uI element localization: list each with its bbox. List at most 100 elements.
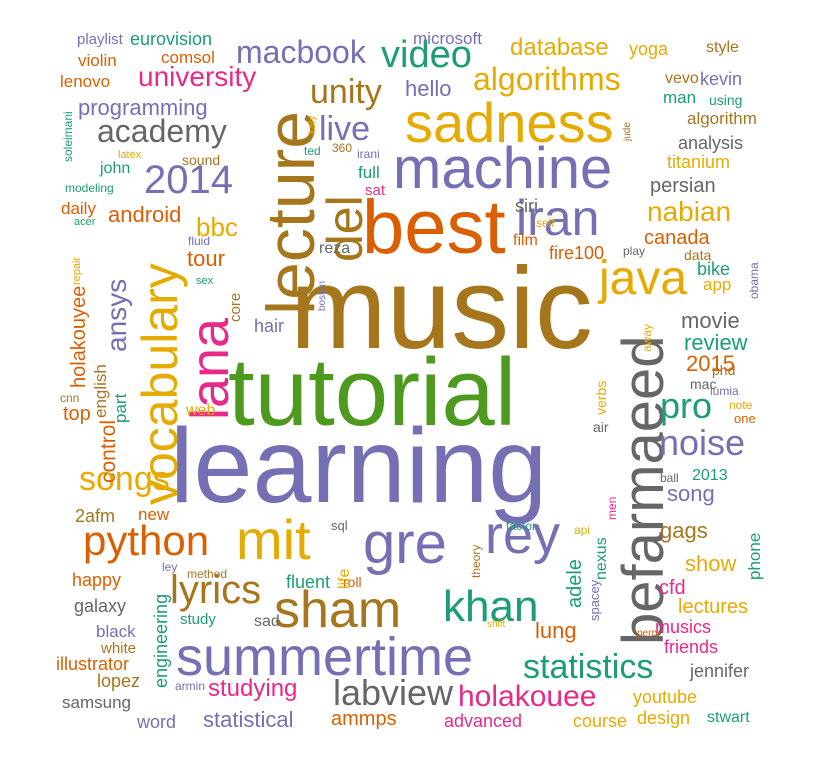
cloud-word: verbs [593, 380, 609, 415]
cloud-word: comsol [161, 48, 215, 67]
cloud-word: samsung [62, 693, 131, 712]
cloud-word: sql [331, 518, 348, 533]
cloud-word: persian [650, 175, 716, 197]
cloud-word: john [100, 160, 131, 177]
cloud-word: ansys [101, 278, 132, 352]
cloud-word: nexus [593, 537, 610, 580]
cloud-word: musics [655, 617, 712, 637]
cloud-word: engineering [151, 593, 171, 688]
cloud-word: ammps [331, 708, 397, 730]
cloud-word: unity [310, 73, 382, 111]
cloud-word: academy [97, 113, 227, 149]
cloud-word: siri [515, 196, 538, 216]
cloud-word: microsoft [413, 29, 482, 48]
cloud-word: sound [182, 152, 221, 168]
cloud-word: python [83, 517, 210, 564]
cloud-word: fire100 [549, 243, 605, 263]
cloud-word: show [685, 551, 737, 576]
cloud-word: violin [78, 51, 117, 70]
cloud-word: holakouee [458, 680, 597, 713]
cloud-word: university [138, 61, 257, 92]
cloud-word: songs [79, 460, 170, 498]
cloud-word: cfd [659, 577, 686, 599]
cloud-word: titanium [667, 152, 731, 172]
cloud-word: using [709, 92, 743, 108]
cloud-word: spacey [587, 579, 602, 621]
cloud-word: top [63, 403, 91, 425]
cloud-word: 2014 [144, 158, 233, 202]
cloud-word: yoga [629, 39, 669, 59]
cloud-word: perry [637, 628, 660, 639]
cloud-word: soleimani [61, 111, 75, 162]
cloud-word: note [729, 398, 753, 412]
cloud-word: part [111, 393, 130, 423]
cloud-word: white [101, 640, 137, 657]
cloud-word: away [640, 323, 654, 352]
cloud-word: 2015 [686, 351, 735, 376]
cloud-word: gags [660, 518, 708, 543]
cloud-word: summertime [176, 627, 474, 687]
cloud-word: sex [196, 275, 214, 287]
cloud-word: friends [664, 637, 719, 657]
cloud-word: review [684, 330, 748, 355]
cloud-word: studying [208, 675, 298, 702]
cloud-word: sadness [405, 91, 614, 154]
cloud-word: self [536, 216, 555, 230]
cloud-word: programming [78, 95, 208, 120]
cloud-word: lecture [253, 110, 329, 315]
cloud-word: repair [71, 256, 83, 285]
cloud-word: algorithm [687, 109, 757, 128]
cloud-word: android [108, 202, 182, 227]
cloud-word: men [605, 496, 619, 520]
cloud-word: word [137, 712, 177, 732]
cloud-word: irani [357, 147, 380, 161]
cloud-word: phone [745, 532, 764, 580]
cloud-word: one [734, 411, 756, 426]
cloud-word: design [637, 708, 691, 728]
cloud-word: hair [254, 316, 285, 336]
cloud-word: bike [697, 259, 731, 279]
cloud-word: control [97, 419, 120, 483]
cloud-word: machine [393, 136, 613, 201]
cloud-word: stwart [707, 709, 750, 726]
cloud-word: pro [660, 385, 713, 426]
cloud-word: roll [343, 574, 362, 590]
cloud-word: jennifer [690, 661, 750, 681]
cloud-word: movie [681, 308, 740, 333]
cloud-word: acer [74, 216, 96, 228]
cloud-word: full [358, 163, 380, 182]
cloud-word: lopez [97, 671, 141, 691]
cloud-word: black [96, 622, 136, 641]
cloud-word: tutorial [228, 339, 517, 446]
cloud-word: statistical [203, 707, 294, 732]
cloud-word: music [290, 243, 593, 373]
cloud-word: modeling [65, 181, 114, 195]
cloud-word: song [667, 481, 715, 506]
cloud-word: reza [319, 240, 351, 257]
cloud-word: phd [712, 362, 736, 378]
cloud-word: tour [187, 246, 225, 271]
cloud-word: man [663, 88, 697, 107]
cloud-word: ball [660, 471, 679, 485]
cloud-word: gre [363, 511, 447, 576]
cloud-word: eurovision [130, 29, 213, 49]
cloud-word: lectures [678, 596, 749, 618]
cloud-word: web [186, 402, 216, 419]
cloud-word: katy [307, 115, 318, 134]
cloud-word: live [319, 110, 371, 148]
cloud-word: obama [747, 262, 761, 299]
cloud-word: air [593, 419, 609, 435]
cloud-word: lung [535, 618, 577, 643]
cloud-word: khan [443, 582, 539, 631]
cloud-word: learning [170, 407, 548, 525]
cloud-word: best [362, 185, 506, 270]
cloud-word: holakouyee [68, 285, 90, 388]
cloud-word: 2013 [692, 467, 728, 484]
cloud-word: database [510, 34, 609, 61]
cloud-word: adele [564, 559, 586, 608]
cloud-word: style [706, 39, 739, 56]
cloud-word: advanced [444, 711, 523, 731]
cloud-word: lyrics [170, 568, 262, 612]
cloud-word: api [574, 523, 591, 537]
